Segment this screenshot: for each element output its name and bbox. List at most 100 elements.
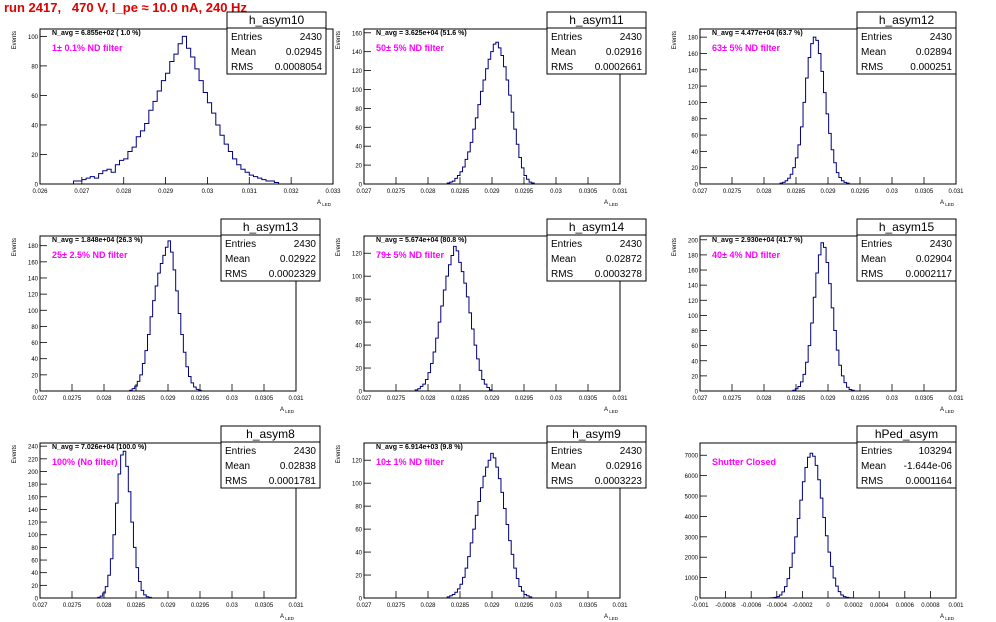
y-tick-label: 80 — [31, 325, 38, 331]
stats-entries: 2430 — [930, 32, 953, 43]
y-tick-label: 80 — [355, 107, 362, 113]
stats-label: Entries — [861, 239, 892, 250]
y-axis-title: Events — [336, 238, 342, 256]
x-tick-label: 0.03 — [550, 603, 562, 609]
histogram-panel-h_asym10: 0 20 40 60 80 100 0.026 0.027 0.028 0.029 0.03 0.03… — [12, 11, 341, 207]
y-tick-label: 40 — [691, 150, 698, 156]
stats-rms: 0.0003278 — [595, 269, 643, 280]
histogram-series — [792, 242, 855, 391]
x-tick-label: 0.028 — [420, 603, 436, 609]
stats-box — [546, 425, 647, 489]
stats-entries: 2430 — [620, 32, 643, 43]
navg-annotation: N_avg = 6.855e+02 ( 1.0 %) — [52, 30, 141, 37]
y-tick-label: 160 — [688, 52, 699, 58]
x-tick-label: 0.0275 — [387, 603, 406, 609]
stats-label: Entries — [225, 446, 256, 457]
stats-entries: 103294 — [919, 446, 953, 457]
filter-annotation: 79± 5% ND filter — [376, 250, 444, 260]
y-tick-label: 0 — [359, 183, 363, 189]
x-tick-label: 0.027 — [32, 396, 48, 402]
y-tick-label: 80 — [691, 329, 698, 335]
y-tick-label: 20 — [691, 166, 698, 172]
x-tick-label: 0.03 — [226, 603, 238, 609]
stats-rms: 0.0002661 — [595, 62, 643, 73]
navg-annotation: N_avg = 4.477e+04 (63.7 %) — [712, 30, 803, 37]
x-tick-label: 0.0275 — [387, 396, 406, 402]
x-tick-label: 0.031 — [948, 189, 964, 195]
stats-rms: 0.0001164 — [905, 476, 952, 487]
x-tick-label: 0.026 — [32, 189, 48, 195]
filter-annotation: 40± 4% ND filter — [712, 250, 780, 260]
stats-rms: 0.0001781 — [269, 476, 317, 487]
x-tick-label: 0.0295 — [515, 189, 534, 195]
y-tick-label: 0 — [35, 597, 39, 603]
stats-label: Mean — [861, 47, 886, 58]
histogram-name: h_asym15 — [879, 220, 935, 234]
y-tick-label: 140 — [28, 276, 39, 282]
x-tick-label: 0.0295 — [515, 396, 534, 402]
x-tick-label: 0.0008 — [921, 603, 940, 609]
stats-mean: -1.644e-06 — [904, 461, 953, 472]
stats-label: RMS — [551, 269, 574, 280]
y-axis-title: Events — [12, 31, 18, 49]
y-axis-title: Events — [672, 238, 678, 256]
x-tick-label: 0.0295 — [851, 189, 870, 195]
y-tick-label: 120 — [28, 293, 39, 299]
y-tick-label: 20 — [355, 164, 362, 170]
y-tick-label: 160 — [28, 495, 39, 501]
x-tick-label: 0.0305 — [579, 396, 598, 402]
stats-label: Entries — [231, 32, 262, 43]
stats-entries: 2430 — [620, 239, 643, 250]
y-tick-label: 40 — [31, 571, 38, 577]
stats-label: Mean — [551, 254, 576, 265]
y-tick-label: 6000 — [685, 474, 699, 480]
y-tick-label: 40 — [31, 123, 38, 129]
stats-label: Entries — [551, 32, 582, 43]
x-axis-title: A LED — [317, 200, 332, 207]
filter-annotation: 100% (No filter) — [52, 457, 118, 467]
histogram-name: h_asym14 — [569, 220, 625, 234]
x-tick-label: 0.0285 — [451, 603, 470, 609]
y-tick-label: 100 — [28, 35, 39, 41]
x-tick-label: -0.0004 — [767, 603, 788, 609]
navg-annotation: N_avg = 2.930e+04 (41.7 %) — [712, 237, 803, 244]
x-tick-label: 0.028 — [420, 396, 436, 402]
y-tick-label: 160 — [352, 31, 363, 37]
y-tick-label: 180 — [28, 244, 39, 250]
x-tick-label: 0.0002 — [844, 603, 863, 609]
navg-annotation: N_avg = 1.848e+04 (26.3 %) — [52, 237, 143, 244]
stats-mean: 0.02904 — [916, 254, 953, 265]
stats-rms: 0.000251 — [910, 62, 952, 73]
y-tick-label: 60 — [31, 341, 38, 347]
stats-label: RMS — [861, 62, 884, 73]
stats-label: Entries — [225, 239, 256, 250]
x-tick-label: 0.03 — [550, 189, 562, 195]
x-tick-label: 0.0305 — [915, 396, 934, 402]
stats-mean: 0.02945 — [286, 47, 323, 58]
stats-label: Entries — [551, 446, 582, 457]
stats-mean: 0.02838 — [280, 461, 317, 472]
x-tick-label: 0.0305 — [915, 189, 934, 195]
histogram-panel-h_asym13: 0 20 40 60 80 100 120 140 160 180 0.027 0.0275 0.028… — [12, 218, 321, 414]
y-tick-label: 80 — [31, 64, 38, 70]
y-tick-label: 20 — [691, 374, 698, 380]
y-tick-label: 140 — [688, 68, 699, 74]
x-tick-label: 0.0285 — [787, 396, 806, 402]
y-tick-label: 100 — [352, 88, 363, 94]
filter-annotation: 25± 2.5% ND filter — [52, 250, 128, 260]
filter-annotation: 10± 1% ND filter — [376, 457, 444, 467]
x-tick-label: 0.029 — [820, 189, 836, 195]
y-tick-label: 7000 — [685, 454, 699, 460]
x-tick-label: 0.03 — [226, 396, 238, 402]
y-tick-label: 100 — [28, 533, 39, 539]
page-title: run 2417, 470 V, I_pe ≈ 10.0 nA, 240 Hz — [4, 0, 247, 15]
y-tick-label: 180 — [688, 36, 699, 42]
y-tick-label: 140 — [352, 50, 363, 56]
navg-annotation: N_avg = 3.625e+04 (51.6 %) — [376, 30, 467, 37]
stats-rms: 0.0008054 — [275, 62, 323, 73]
stats-mean: 0.02894 — [916, 47, 953, 58]
y-tick-label: 180 — [688, 253, 699, 259]
histogram-series — [72, 35, 280, 184]
y-tick-label: 140 — [28, 508, 39, 514]
y-tick-label: 80 — [355, 298, 362, 304]
